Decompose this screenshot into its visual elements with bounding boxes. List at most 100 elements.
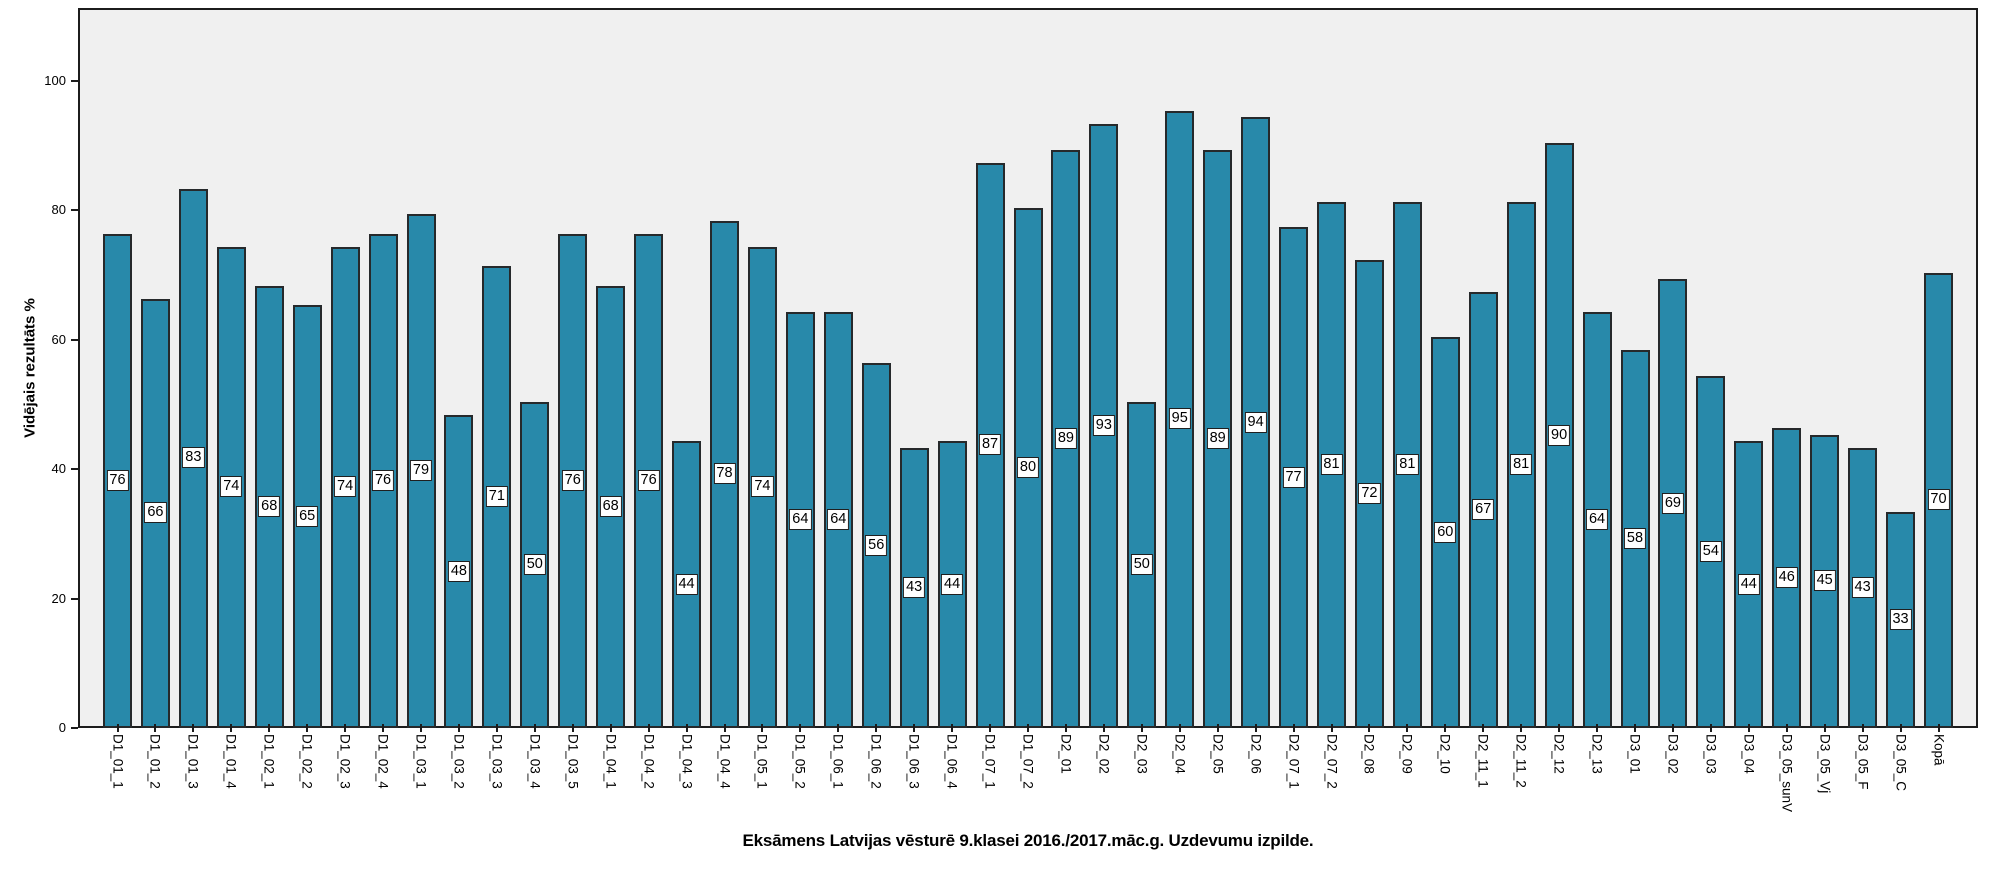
bar-value-label: 44 [675, 574, 698, 595]
x-axis-tick [533, 724, 536, 732]
y-axis-tick [71, 209, 78, 211]
x-axis-tick-label: D1_02_1 [261, 734, 277, 789]
x-axis-tick-label: D1_05_2 [792, 734, 808, 789]
bar-group: 87 D1_07_1 [975, 163, 1005, 789]
x-axis-tick [1330, 724, 1333, 732]
bar-value-label: 44 [941, 574, 964, 595]
bar-group: 43 D1_06_3 [899, 448, 929, 789]
x-axis-tick-label: D1_03_3 [489, 734, 505, 789]
bar-group: 64 D2_13 [1582, 312, 1612, 774]
bar-value-label: 76 [106, 470, 129, 491]
x-axis-tick [1558, 724, 1561, 732]
x-axis-tick-label: D3_05_F [1855, 734, 1871, 790]
x-axis-tick [875, 724, 878, 732]
bar-value-label: 83 [182, 447, 205, 468]
bar-value-label: 78 [713, 463, 736, 484]
bar-group: 89 D2_05 [1203, 150, 1233, 774]
x-axis-tick-label: D2_02 [1096, 734, 1112, 774]
x-axis-tick-label: D1_04_3 [679, 734, 695, 789]
bar-group: 58 D3_01 [1620, 350, 1650, 774]
bar-group: 72 D2_08 [1354, 260, 1384, 774]
bar-value-label: 74 [334, 476, 357, 497]
y-axis-tick [71, 79, 78, 82]
bar-value-label: 74 [751, 476, 774, 497]
x-axis-tick-label: D1_06_2 [868, 734, 884, 789]
x-axis-tick [344, 724, 347, 732]
bar-value-label: 76 [637, 470, 660, 491]
x-axis-tick-label: D1_07_1 [982, 734, 998, 789]
bar-value-label: 46 [1775, 567, 1798, 588]
bar-value-label: 76 [561, 470, 584, 491]
bar-group: 71 D1_03_3 [482, 266, 512, 789]
x-axis-tick [799, 724, 802, 732]
x-axis-tick [1444, 724, 1447, 732]
x-axis-tick [420, 724, 422, 732]
x-axis-tick [1823, 724, 1826, 732]
bar-group: 44 D1_04_3 [672, 441, 702, 789]
x-axis-tick-label: D1_03_1 [413, 734, 429, 789]
bar-group: 74 D1_01_4 [216, 247, 246, 789]
bar-group: 43 D3_05_F [1848, 448, 1878, 790]
bar-group: 44 D1_06_4 [937, 441, 967, 789]
x-axis-tick [609, 724, 612, 732]
bar-group: 77 D2_07_1 [1279, 227, 1309, 789]
bar-group: 78 D1_04_4 [710, 221, 739, 789]
x-axis-tick-label: D1_02_4 [375, 734, 391, 789]
x-axis-tick-label: D2_08 [1361, 734, 1377, 774]
y-axis-tick-label: 60 [51, 331, 66, 347]
bar-group: 33 D3_05_C [1886, 512, 1916, 791]
x-axis-tick [913, 724, 916, 732]
plot-area: 76 D1_01_1 66 D1_01_2 83 D1_01_3 74 D1_01_4 68 D1… [78, 8, 1978, 812]
x-axis-tick [154, 724, 157, 732]
x-axis-tick-label: D3_04 [1741, 734, 1757, 774]
x-axis-tick [306, 724, 309, 732]
bar-value-label: 64 [1585, 509, 1609, 530]
bar-value-label: 94 [1244, 412, 1267, 433]
bar-value-label: 44 [1737, 574, 1760, 595]
x-axis-tick-label: D2_10 [1437, 734, 1453, 774]
x-axis-tick-label: D2_03 [1134, 734, 1150, 774]
x-axis-tick-label: D1_02_2 [299, 734, 315, 789]
x-axis-tick [1596, 724, 1599, 732]
bar-group: 80 D1_07_2 [1013, 208, 1043, 789]
bar-group: 50 D1_03_4 [520, 402, 550, 789]
bar-value-label: 67 [1472, 499, 1495, 520]
x-axis-tick [1482, 724, 1485, 732]
bar-value-label: 81 [1396, 454, 1419, 475]
x-axis-tick-label: D3_05_C [1893, 734, 1909, 792]
x-axis-tick [1671, 724, 1674, 732]
bar-group: 68 D1_02_1 [254, 286, 284, 789]
x-axis-tick-label: D2_05 [1210, 734, 1226, 774]
y-axis-tick-label: 20 [51, 590, 66, 606]
x-axis-tick-label: D3_03 [1703, 734, 1719, 774]
bar-group: 76 D1_04_2 [634, 234, 664, 789]
bar-value-label: 95 [1168, 408, 1191, 429]
bar-value-label: 89 [1054, 428, 1078, 449]
x-axis-tick [1102, 724, 1105, 732]
x-axis-tick [1406, 724, 1409, 732]
x-axis-tick-label: D3_02 [1665, 734, 1681, 774]
bar-value-label: 48 [447, 561, 471, 582]
x-axis-tick [1027, 724, 1029, 732]
x-axis-tick [1140, 724, 1143, 732]
x-axis-tick-label: Kopā [1931, 734, 1946, 766]
bar-value-label: 43 [1851, 577, 1874, 598]
x-axis-tick-label: D2_04 [1172, 734, 1188, 774]
bar-group: 48 D1_03_2 [444, 415, 474, 789]
x-axis-tick-label: D2_11_2 [1513, 734, 1529, 788]
x-axis-tick [1216, 724, 1219, 732]
bar-group: 81 D2_07_2 [1317, 202, 1346, 789]
bar-value-label: 33 [1889, 609, 1912, 630]
y-axis-tick [71, 597, 78, 600]
bar-value-label: 68 [599, 496, 622, 517]
bar-value-label: 66 [144, 502, 167, 523]
y-axis-tick-label: 40 [51, 461, 66, 476]
bar-value-label: 43 [903, 577, 926, 598]
x-axis-tick [230, 724, 233, 732]
x-axis-tick-label: D2_01 [1058, 734, 1074, 774]
y-axis-tick [71, 727, 78, 729]
x-axis-tick [1937, 724, 1940, 732]
x-axis-tick [1634, 724, 1636, 732]
bar-value-label: 50 [1130, 554, 1153, 575]
